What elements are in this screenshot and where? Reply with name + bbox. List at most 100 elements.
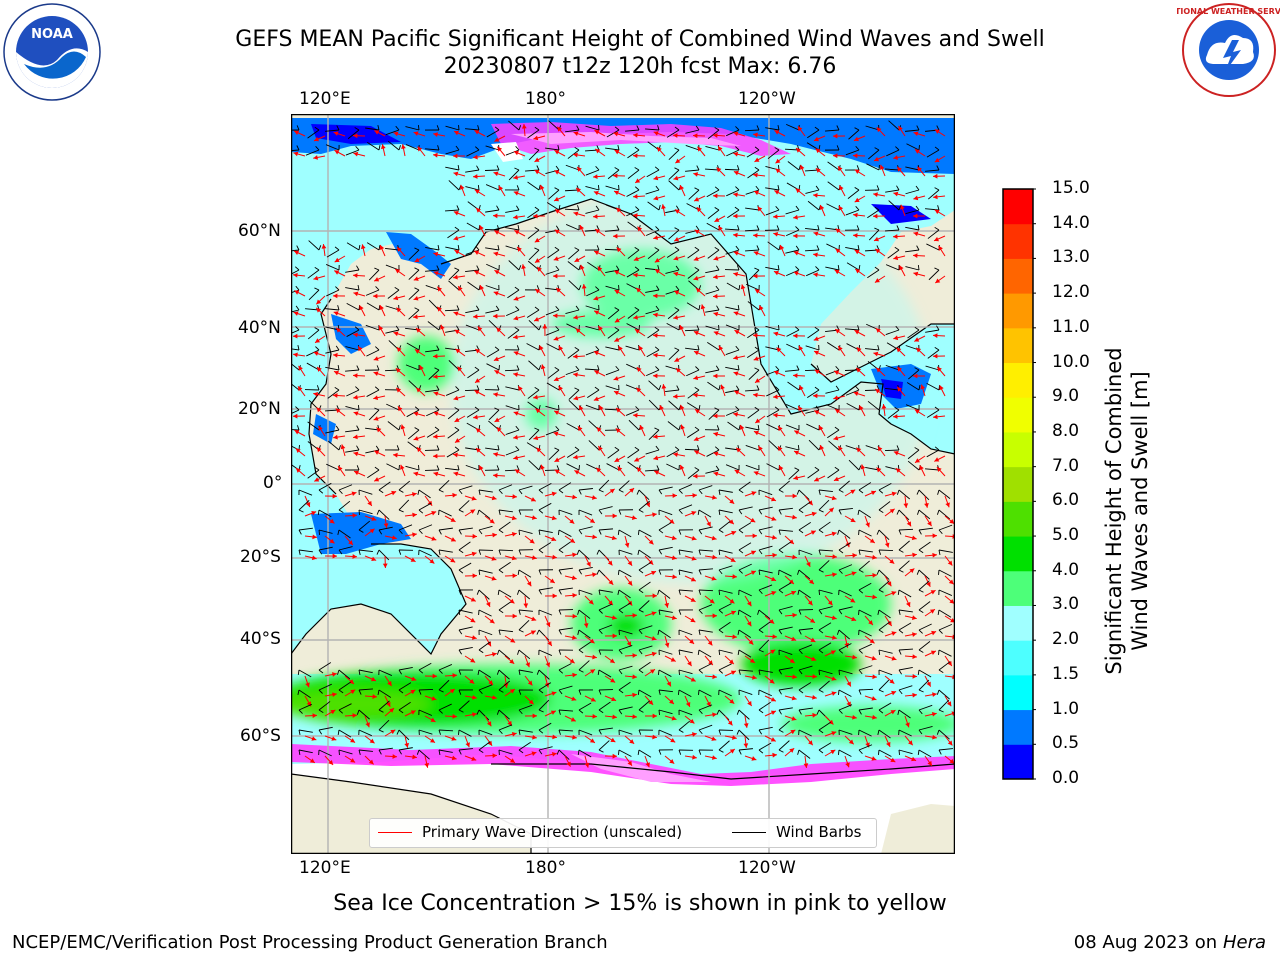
wind-barb-flag — [356, 709, 360, 715]
wave-direction-arrowhead — [746, 621, 752, 627]
wind-barb-flag — [436, 125, 440, 131]
wind-barb-flag — [478, 749, 484, 754]
wind-barb-flag — [675, 205, 680, 211]
wave-direction-arrowhead — [533, 213, 538, 219]
wind-barb-flag — [558, 669, 564, 674]
wind-barb-flag — [398, 709, 404, 714]
wave-direction-arrowhead — [413, 436, 419, 441]
wave-direction-arrowhead — [636, 387, 642, 393]
wind-barb-flag — [756, 245, 760, 251]
wind-barb-flag — [896, 509, 900, 515]
wind-barb-flag — [456, 305, 460, 311]
wind-barb-flag — [414, 267, 420, 271]
wind-barb — [378, 481, 391, 491]
wind-barb-flag — [554, 246, 560, 251]
wind-barb — [587, 389, 600, 399]
wind-barb-flag — [634, 146, 640, 151]
wave-direction-arrowhead — [911, 535, 917, 541]
wind-barb — [598, 506, 613, 511]
wind-barb-flag — [654, 166, 660, 171]
wind-barb-flag — [818, 749, 824, 754]
wind-barb-flag — [894, 246, 900, 251]
wind-barb-flag — [498, 629, 501, 635]
wind-barb-flag — [615, 365, 620, 371]
wave-direction-arrowhead — [613, 131, 619, 137]
wind-barb — [767, 241, 780, 251]
wave-direction-arrowhead — [313, 392, 319, 397]
wave-direction-arrowhead — [733, 412, 739, 417]
wave-direction-arrowhead — [396, 307, 402, 313]
wind-barb-flag — [498, 549, 502, 555]
wind-barb — [418, 688, 434, 691]
wind-barb — [607, 329, 620, 339]
wave-direction-arrowhead — [693, 275, 699, 281]
lon-label-top-180: 180° — [525, 89, 566, 109]
wave-direction-arrowhead — [636, 467, 642, 473]
wave-direction-arrowhead — [592, 713, 597, 719]
wave-direction-arrowhead — [433, 434, 438, 439]
wind-barb-flag — [414, 247, 420, 251]
wave-direction-arrowhead — [512, 494, 517, 499]
wind-barb-flag — [598, 489, 604, 493]
wind-barb — [458, 729, 472, 737]
wind-barb — [558, 685, 573, 691]
wind-barb-flag — [737, 609, 740, 616]
wave-direction-arrowhead — [791, 590, 797, 596]
wave-direction-arrowhead — [512, 573, 517, 579]
wind-barb — [438, 549, 453, 553]
wave-direction-arrowhead — [373, 395, 379, 401]
wave-direction-arrowhead — [365, 722, 370, 728]
wind-barb — [578, 567, 593, 571]
wind-barb-flag — [374, 267, 380, 271]
wave-direction-arrowhead — [891, 656, 897, 661]
wind-barb — [745, 426, 760, 431]
wave-direction-arrowhead — [914, 149, 920, 154]
wave-direction-arrowhead — [332, 493, 337, 499]
wave-direction-arrowhead — [791, 716, 797, 721]
wave-direction-arrowhead — [369, 738, 375, 744]
wind-barb — [878, 529, 890, 541]
wind-barb — [918, 489, 930, 501]
wind-barb — [485, 447, 500, 451]
wind-barb-flag — [938, 549, 941, 555]
wind-barb-flag — [574, 147, 580, 151]
wave-direction-arrowhead — [679, 404, 685, 410]
wind-barb — [291, 269, 300, 275]
wave-direction-arrowhead — [513, 315, 519, 321]
wave-direction-arrowhead — [410, 689, 416, 695]
wave-direction-arrowhead — [713, 471, 719, 477]
wind-barb-flag — [436, 465, 440, 471]
wave-direction-arrowhead — [311, 511, 317, 516]
wind-barb — [766, 409, 780, 418]
wind-barb — [538, 609, 553, 616]
wind-barb — [867, 400, 880, 411]
wave-direction-arrowhead — [577, 426, 583, 432]
wind-barb-flag — [937, 609, 940, 616]
lon-label-bottom-120w: 120°W — [738, 858, 796, 878]
colorbar-tick-label: 13.0 — [1052, 247, 1090, 268]
wave-direction-arrowhead — [693, 330, 699, 336]
wave-direction-arrowhead — [329, 538, 335, 544]
wave-direction-arrowhead — [414, 257, 420, 262]
wind-barb-flag — [436, 345, 440, 351]
wind-barb-flag — [376, 365, 380, 371]
wave-direction-arrowhead — [706, 521, 711, 527]
wind-barb-flag — [334, 386, 340, 391]
wind-barb — [785, 404, 800, 411]
wind-barb — [665, 389, 680, 393]
wind-barb-flag — [418, 509, 424, 514]
wind-barb — [548, 189, 560, 200]
wave-direction-arrowhead — [454, 329, 460, 335]
wave-direction-arrowhead — [614, 290, 620, 295]
wind-barb — [858, 629, 872, 637]
wind-barb — [758, 639, 770, 651]
wave-direction-arrowhead — [476, 208, 481, 213]
wind-barb — [906, 143, 920, 151]
wind-barb — [648, 380, 660, 391]
wind-barb-flag — [918, 729, 923, 735]
footer-date: 08 Aug 2023 on Hera — [1074, 932, 1266, 953]
wave-direction-arrowhead — [773, 412, 778, 418]
colorbar-cell — [1003, 570, 1033, 606]
wind-barb — [938, 524, 953, 531]
